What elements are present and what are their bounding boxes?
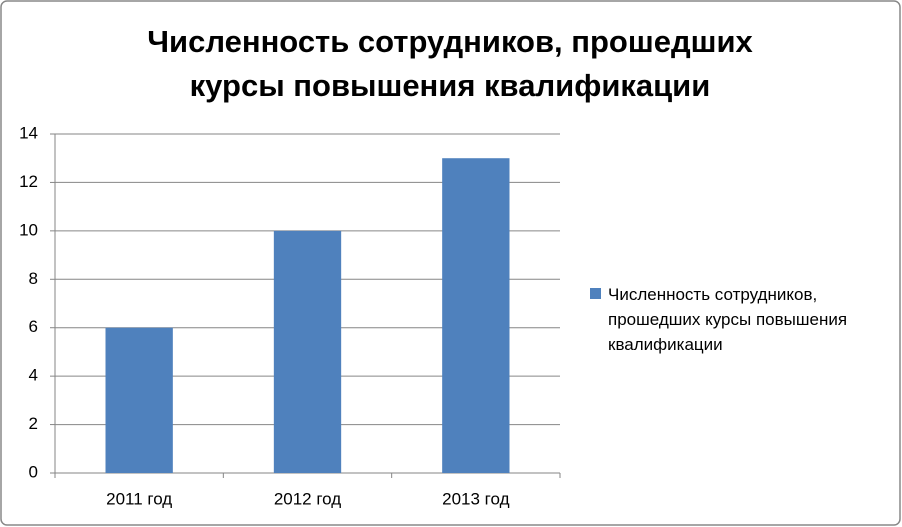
- legend-swatch: [590, 288, 601, 299]
- bar: [273, 230, 342, 473]
- y-tick-label: 4: [29, 366, 38, 385]
- y-tick-label: 8: [29, 269, 38, 288]
- y-tick-label: 10: [19, 220, 38, 239]
- legend: Численность сотрудников, прошедших курсы…: [590, 282, 880, 357]
- chart-title: Численность сотрудников, прошедших курсы…: [147, 24, 753, 103]
- legend-label: Численность сотрудников, прошедших курсы…: [608, 285, 848, 354]
- x-tick-label: 2012 год: [274, 489, 341, 508]
- y-tick-label: 14: [19, 123, 38, 142]
- y-tick-label: 2: [29, 414, 38, 433]
- x-tick-label: 2013 год: [442, 489, 509, 508]
- bar: [105, 327, 173, 473]
- y-tick-label: 0: [29, 462, 38, 481]
- bar: [442, 158, 510, 473]
- y-tick-label: 12: [19, 172, 38, 191]
- x-tick-label: 2011 год: [106, 489, 172, 508]
- y-tick-label: 6: [29, 317, 38, 336]
